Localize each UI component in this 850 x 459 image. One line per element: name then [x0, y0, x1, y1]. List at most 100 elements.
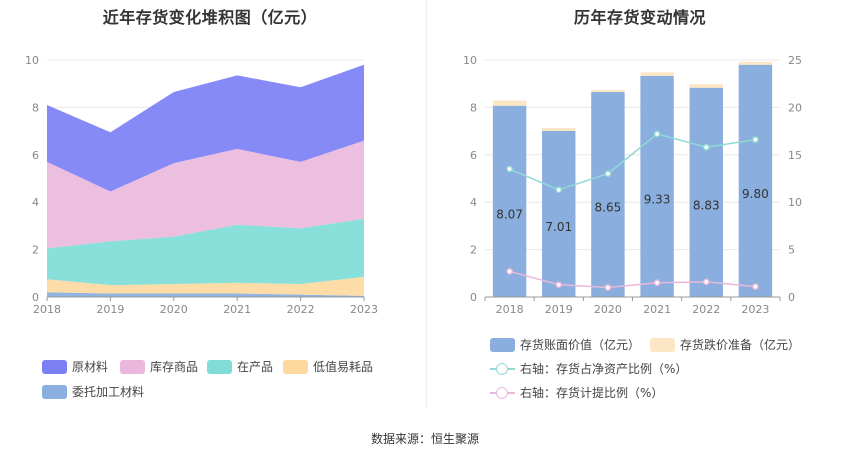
bar — [542, 128, 576, 131]
legend-swatch — [490, 337, 515, 352]
legend-label: 在产品 — [237, 360, 274, 374]
y-right-tick-label: 15 — [788, 149, 802, 162]
line-point — [506, 165, 513, 173]
y-left-tick-label: 0 — [470, 291, 477, 304]
line-point — [653, 279, 661, 287]
legend-swatch — [650, 337, 675, 352]
data-label-bg — [740, 186, 771, 202]
x-tick-label: 2018 — [496, 303, 524, 316]
legend-item-inventory-net-asset-ratio[interactable]: 右轴：存货占净资产比例（%） — [490, 360, 687, 377]
line-point — [702, 278, 710, 286]
line-point — [752, 136, 759, 143]
legend-label: 原材料 — [72, 360, 109, 374]
legend-line-marker — [490, 386, 515, 400]
panel-divider — [426, 0, 427, 408]
legend-swatch — [283, 359, 308, 374]
legend-swatch — [42, 384, 67, 399]
legend-item-work-in-progress[interactable]: 在产品 — [207, 358, 273, 375]
right-chart-title: 历年存货变动情况 — [573, 8, 706, 27]
bar — [689, 87, 723, 297]
data-label-bg — [642, 192, 673, 208]
legend-item-finished-goods[interactable]: 库存商品 — [120, 358, 198, 375]
x-tick-label: 2019 — [545, 303, 573, 316]
data-label-bg — [592, 200, 623, 216]
bar-data-label: 8.65 — [595, 200, 622, 214]
bar — [689, 84, 723, 88]
x-tick-label: 2021 — [643, 303, 671, 316]
data-label-bg — [691, 198, 722, 214]
legend-item-raw-materials[interactable]: 原材料 — [42, 358, 108, 375]
line-point — [506, 268, 513, 275]
line-point — [555, 281, 563, 289]
y-tick-label: 2 — [32, 244, 39, 257]
bar — [640, 72, 674, 76]
y-tick-label: 10 — [25, 54, 39, 67]
legend-label: 右轴：存货占净资产比例（%） — [520, 362, 688, 376]
area-series — [47, 218, 364, 286]
bar-data-label: 8.83 — [693, 198, 720, 212]
legend-swatch — [42, 359, 67, 374]
legend-swatch — [207, 359, 232, 374]
x-tick-label: 2020 — [160, 303, 188, 316]
bar — [640, 75, 674, 297]
line-point — [604, 170, 612, 178]
legend-label: 库存商品 — [150, 360, 199, 374]
bar-data-label: 9.80 — [742, 187, 769, 201]
legend-item-consigned-processing[interactable]: 委托加工材料 — [42, 383, 144, 400]
legend-item-low-value-consumables[interactable]: 低值易耗品 — [283, 358, 373, 375]
bar — [738, 61, 773, 65]
line-point — [653, 130, 661, 138]
data-source: 数据来源：恒生聚源 — [370, 432, 479, 446]
y-tick-label: 8 — [32, 101, 39, 114]
area-series — [47, 64, 364, 192]
x-tick-label: 2022 — [692, 303, 720, 316]
bar-data-label: 7.01 — [545, 220, 572, 234]
area-series — [47, 140, 364, 249]
legend-item-impairment[interactable]: 存货跌价准备（亿元） — [650, 336, 800, 353]
y-right-tick-label: 5 — [788, 244, 795, 257]
legend-label: 存货账面价值（亿元） — [520, 338, 641, 352]
x-tick-label: 2023 — [350, 303, 378, 316]
bar — [591, 89, 625, 92]
legend-label: 存货跌价准备（亿元） — [680, 338, 801, 352]
y-right-tick-label: 10 — [788, 196, 802, 209]
legend-line-marker — [490, 362, 515, 376]
y-tick-label: 4 — [32, 196, 39, 209]
legend-label: 右轴：存货计提比例（%） — [520, 386, 664, 400]
data-label-bg — [494, 207, 525, 223]
left-chart-title: 近年存货变化堆积图（亿元） — [102, 8, 318, 27]
y-tick-label: 6 — [32, 149, 39, 162]
bar-data-label: 9.33 — [644, 192, 671, 206]
bar — [492, 105, 527, 297]
y-left-tick-label: 2 — [470, 244, 477, 257]
legend-item-book-value[interactable]: 存货账面价值（亿元） — [490, 336, 640, 353]
bar — [591, 91, 625, 298]
data-label-bg — [543, 219, 574, 235]
y-right-tick-label: 20 — [788, 101, 802, 114]
bar — [738, 64, 773, 298]
x-tick-label: 2019 — [96, 303, 124, 316]
legend-item-provision-ratio[interactable]: 右轴：存货计提比例（%） — [490, 384, 663, 401]
y-left-tick-label: 8 — [470, 101, 477, 114]
x-tick-label: 2022 — [287, 303, 315, 316]
area-series — [47, 276, 364, 296]
bar — [542, 130, 576, 297]
y-right-tick-label: 25 — [788, 54, 802, 67]
line-point — [604, 284, 612, 291]
x-tick-label: 2020 — [594, 303, 622, 316]
y-left-tick-label: 4 — [470, 196, 477, 209]
legend-label: 委托加工材料 — [72, 385, 145, 399]
y-left-tick-label: 6 — [470, 149, 477, 162]
line-point — [702, 143, 710, 151]
line-series — [509, 133, 756, 191]
legend-label: 低值易耗品 — [313, 360, 374, 374]
y-tick-label: 0 — [32, 291, 39, 304]
x-tick-label: 2023 — [741, 303, 769, 316]
line-point — [555, 186, 563, 194]
bar-data-label: 8.07 — [496, 207, 523, 221]
line-point — [752, 283, 759, 290]
line-series — [509, 270, 756, 289]
y-right-tick-label: 0 — [788, 291, 795, 304]
x-tick-label: 2018 — [33, 303, 61, 316]
charts-canvas: 0 2 4 6 8 10 2018 2019 2020 2021 2022 2023 0 2 4 6 8 10 0 5… — [25, 54, 802, 316]
